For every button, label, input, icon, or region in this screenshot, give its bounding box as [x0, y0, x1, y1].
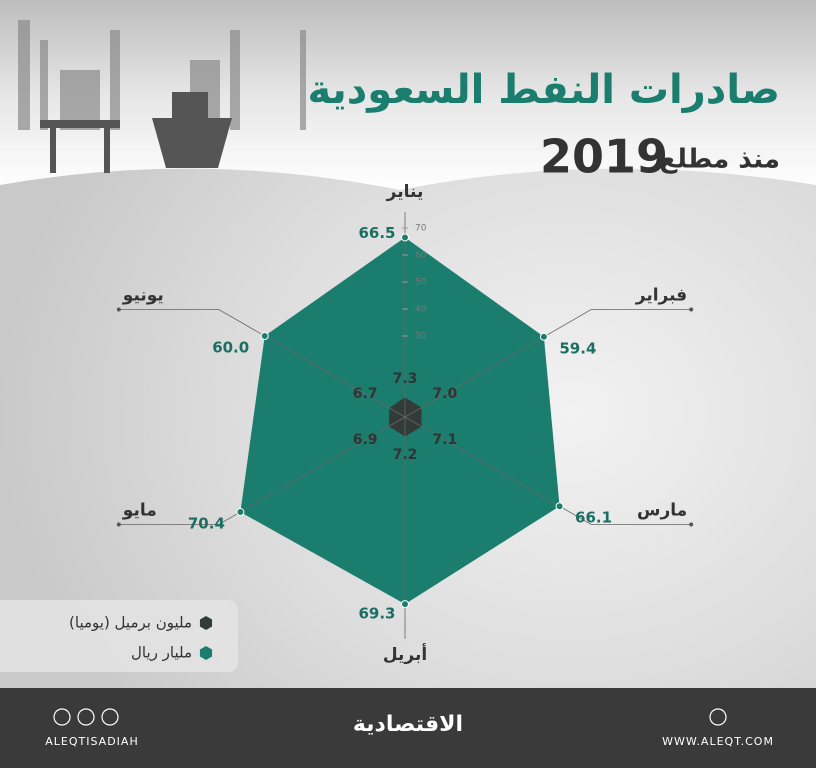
inner-value-label: 7.1	[432, 432, 457, 448]
vertex-dot	[236, 508, 245, 517]
category-label: مايو	[122, 501, 157, 521]
axis-line	[404, 416, 692, 525]
inner-value-label: 6.9	[353, 432, 378, 448]
value-label: 66.5	[358, 224, 395, 242]
inner-value-label: 7.3	[393, 371, 418, 387]
leader-dot	[689, 307, 694, 312]
inner-value-label: 7.2	[393, 447, 418, 463]
subtitle: منذ مطلع	[659, 145, 780, 175]
social-icons	[53, 708, 727, 726]
axis-line	[118, 416, 406, 525]
leader-dot	[116, 522, 121, 527]
title: صادرات النفط السعودية	[307, 67, 780, 113]
axis-line	[404, 309, 692, 418]
vertex-dot	[401, 233, 409, 242]
legend-label: مليون برميل (يوميا)	[69, 614, 192, 632]
legend-box	[0, 600, 238, 672]
category-label: مارس	[637, 501, 687, 521]
footer-band	[0, 688, 816, 768]
category-label: فبراير	[635, 286, 687, 306]
category-label: أبريل	[383, 643, 427, 665]
footer-website: WWW.ALEQT.COM	[662, 735, 774, 748]
value-label: 60.0	[212, 339, 249, 357]
legend: مليون برميل (يوميا) مليار ريال	[69, 614, 213, 662]
r-tick-label: 70	[415, 224, 427, 234]
value-label: 59.4	[559, 339, 596, 357]
category-label: يونيو	[122, 286, 164, 306]
legend-label: مليار ريال	[131, 644, 192, 662]
inner-value-label: 6.7	[353, 386, 378, 402]
inner-value-label: 7.0	[432, 386, 457, 402]
value-label: 70.4	[188, 515, 225, 533]
rig-and-ship	[40, 92, 232, 173]
leader-dot	[689, 522, 694, 527]
leader-dot	[116, 307, 121, 312]
axis-line	[118, 309, 406, 418]
category-label: يناير	[386, 182, 424, 202]
vertex-dot	[401, 600, 409, 609]
vertex-dot	[260, 332, 269, 340]
footer-social: ALEQTISADIAH	[45, 735, 138, 748]
vertex-dot	[555, 502, 564, 511]
footer-brand: الاقتصادية	[353, 712, 463, 737]
r-tick-label: 40	[415, 305, 427, 315]
legend-swatch	[199, 646, 213, 660]
subtitle-year: 2019	[540, 130, 668, 184]
value-label: 69.3	[358, 605, 395, 623]
r-tick-label: 50	[415, 278, 427, 288]
legend-swatch	[199, 616, 213, 630]
r-tick-label: 30	[415, 332, 427, 342]
vertex-dot	[539, 332, 548, 341]
radar-plot: يناير فبراير مارس أبريل مايو يونيو 30 40 50 60 70 6…	[116, 182, 694, 665]
r-tick-label: 60	[415, 251, 427, 261]
value-label: 66.1	[575, 509, 612, 527]
